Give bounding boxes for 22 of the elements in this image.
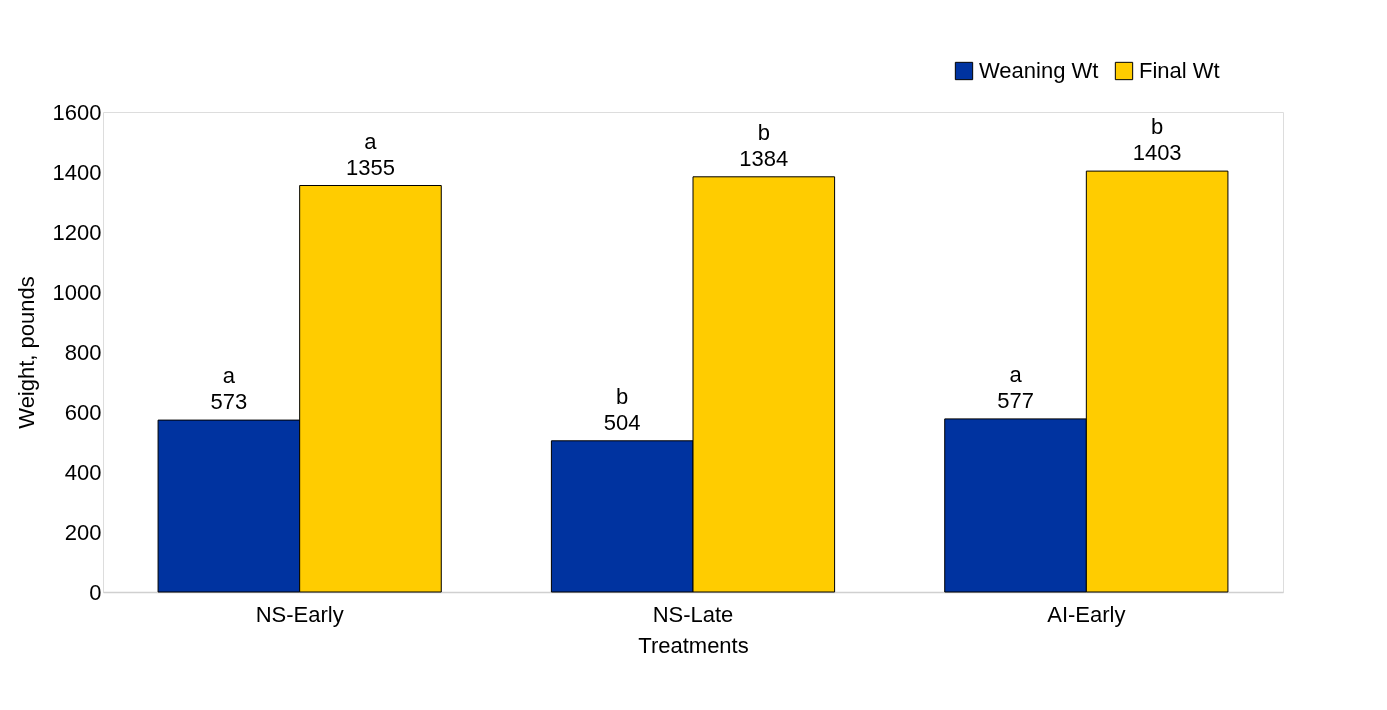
y-tick-label: 0 (89, 579, 102, 605)
legend-label: Final Wt (1139, 58, 1220, 83)
x-tick-label: NS-Early (255, 601, 344, 627)
y-axis-title: Weight, pounds (13, 276, 39, 429)
x-tick-label: AI-Early (1047, 601, 1126, 627)
data-label: a 573 (210, 363, 248, 415)
y-tick-label: 1000 (52, 279, 102, 305)
y-tick-label: 200 (64, 519, 102, 545)
data-label: a 1355 (345, 128, 395, 180)
data-label: b 504 (603, 383, 641, 435)
x-axis-title: Treatments (638, 632, 749, 658)
y-tick-label: 1600 (52, 99, 102, 125)
data-label: a 577 (997, 361, 1034, 413)
x-tick-label: NS-Late (652, 601, 734, 627)
legend-label: Weaning Wt (979, 58, 1099, 83)
y-tick-label: 400 (64, 459, 102, 485)
data-label: b 1403 (1132, 114, 1182, 166)
data-label: b 1384 (739, 119, 789, 171)
y-tick-label: 1400 (52, 159, 102, 185)
y-tick-label: 600 (64, 399, 102, 425)
y-tick-label: 800 (64, 339, 102, 365)
y-tick-label: 1200 (52, 219, 102, 245)
